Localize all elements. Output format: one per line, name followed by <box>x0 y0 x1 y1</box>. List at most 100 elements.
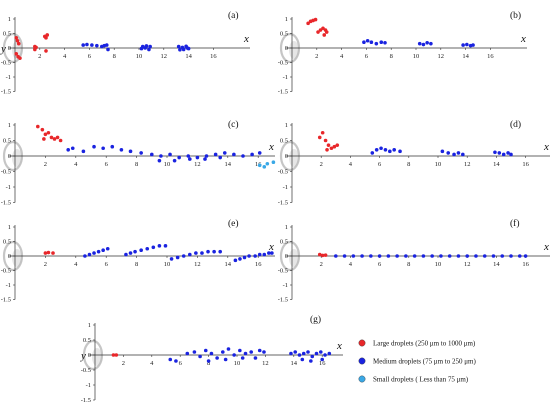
data-point <box>257 348 262 353</box>
data-point <box>185 351 190 356</box>
data-point <box>440 149 445 154</box>
data-point <box>139 151 143 155</box>
x-tick-label: 2 <box>320 261 323 268</box>
data-point <box>334 254 338 258</box>
y-tick-label: 0.5 <box>280 239 288 246</box>
data-point <box>412 254 417 258</box>
y-tick-label: -0.5 <box>1 60 11 67</box>
x-tick-label: 8 <box>390 53 393 60</box>
y-tick-label: 0 <box>8 153 11 160</box>
y-tick-label: -1.5 <box>278 89 288 96</box>
data-point <box>181 254 186 258</box>
x-tick-label: 12 <box>438 53 445 60</box>
data-point <box>365 38 370 43</box>
data-point <box>429 41 433 46</box>
data-point <box>101 146 105 151</box>
data-point <box>172 158 177 163</box>
data-point <box>148 44 152 49</box>
data-point <box>111 353 116 357</box>
y-tick-label: -1 <box>283 74 288 81</box>
data-point <box>36 124 40 129</box>
data-point <box>178 47 182 52</box>
data-point <box>320 130 325 135</box>
data-point <box>320 253 325 258</box>
data-point <box>46 250 51 255</box>
data-point <box>87 252 92 257</box>
y-tick-label: 0 <box>285 253 288 260</box>
x-tick-label: 4 <box>150 360 154 367</box>
data-point <box>430 254 434 258</box>
x-tick-label: 2 <box>38 53 41 60</box>
data-point <box>289 351 293 356</box>
data-point <box>233 258 238 263</box>
data-point <box>392 148 397 152</box>
y-tick-label: 0 <box>8 253 11 260</box>
data-point <box>90 43 94 47</box>
data-point <box>300 357 305 362</box>
data-point <box>310 354 315 359</box>
data-point <box>128 251 133 255</box>
data-point <box>213 152 218 157</box>
data-point <box>404 254 408 258</box>
data-point <box>188 157 192 161</box>
data-point <box>383 40 387 45</box>
data-point <box>52 137 57 141</box>
x-tick-label: 6 <box>105 161 109 168</box>
data-point <box>456 254 461 258</box>
data-point <box>157 158 162 163</box>
legend: Large droplets (250 μm to 1000 μm) Medium… <box>358 340 476 384</box>
x-axis-label: x <box>520 33 526 45</box>
x-axis-label: x <box>268 241 274 253</box>
x-tick-label: 8 <box>113 53 116 60</box>
data-point <box>320 357 325 362</box>
y-tick-label: -1.5 <box>278 200 288 207</box>
data-point <box>186 154 191 158</box>
data-point <box>301 351 306 356</box>
data-point <box>262 252 267 257</box>
data-point <box>240 356 245 360</box>
data-point <box>439 254 443 258</box>
data-point <box>14 36 19 40</box>
data-point <box>44 36 48 40</box>
x-tick-label: 10 <box>164 261 171 268</box>
data-point <box>395 254 399 258</box>
legend-label: Medium droplets (75 μm to 250 μm) <box>373 358 476 366</box>
y-tick-label: -1 <box>283 282 288 289</box>
data-point <box>421 254 426 258</box>
data-point <box>257 151 262 155</box>
data-point <box>95 43 99 48</box>
data-point <box>128 149 133 154</box>
data-point <box>200 251 204 255</box>
x-tick-label: 16 <box>255 261 262 268</box>
data-point <box>383 148 388 152</box>
data-point <box>238 257 242 261</box>
data-point <box>377 254 382 258</box>
y-tick-label: -1 <box>6 184 11 191</box>
data-point <box>218 249 222 254</box>
x-tick-label: 12 <box>464 261 471 268</box>
data-point <box>192 350 197 354</box>
x-tick-label: 12 <box>194 161 201 168</box>
data-point <box>351 254 356 258</box>
x-tick-label: 16 <box>210 53 217 60</box>
data-point <box>139 46 144 51</box>
data-point <box>374 41 379 46</box>
data-point <box>326 143 331 147</box>
data-point <box>323 253 328 257</box>
panel-f: 1 0.5 0 -0.5 -1 -1.5 2 4 6 8 10 12 14 16 x (f) <box>278 218 550 304</box>
x-tick-label: 6 <box>378 261 382 268</box>
y-tick-label: -1.5 <box>81 397 91 404</box>
y-tick-label: 1 <box>8 122 11 129</box>
data-point <box>447 254 452 258</box>
y-tick-label: -0.5 <box>1 268 11 275</box>
data-point <box>369 254 373 258</box>
data-point <box>257 163 262 168</box>
x-tick-label: 14 <box>462 53 469 60</box>
data-point <box>238 348 242 353</box>
data-point <box>242 255 247 260</box>
data-point <box>177 155 181 160</box>
data-point <box>482 254 487 258</box>
data-point <box>18 56 22 60</box>
data-point <box>43 251 48 255</box>
